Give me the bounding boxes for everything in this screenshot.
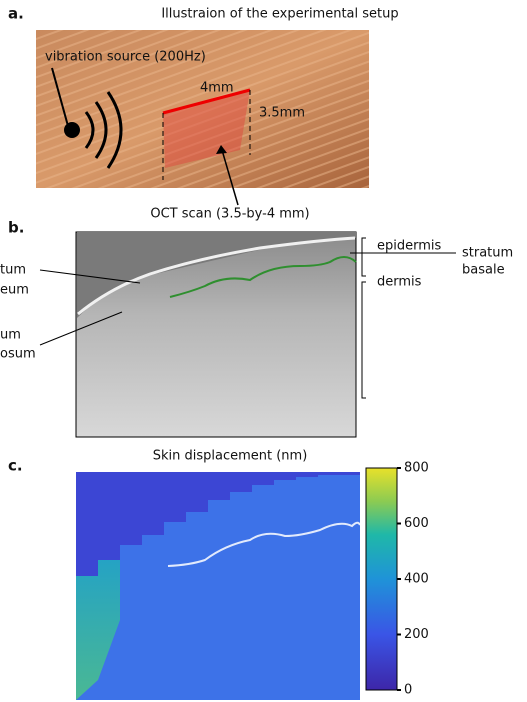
panel-title: OCT scan (3.5-by-4 mm) <box>150 207 309 222</box>
annotation: eum <box>0 283 29 298</box>
tick-label: 200 <box>404 627 429 642</box>
colorbar <box>365 467 398 691</box>
pointer <box>39 311 123 346</box>
panel-label: b. <box>8 219 24 237</box>
annotation: stratum <box>462 246 513 261</box>
panel-title: Skin displacement (nm) <box>153 449 308 464</box>
pointer <box>51 67 69 127</box>
basale-line <box>167 521 361 567</box>
arrow <box>221 149 239 206</box>
tick-label: 800 <box>404 461 429 476</box>
arrow-head <box>216 145 227 154</box>
panel-label: c. <box>8 457 23 475</box>
brackets <box>361 237 366 399</box>
annotation: osum <box>0 347 36 362</box>
speaker <box>64 122 80 138</box>
pointer <box>39 269 141 284</box>
annotation: epidermis <box>377 239 442 254</box>
tick-label: 0 <box>404 683 412 698</box>
annotation: 3.5mm <box>259 106 305 121</box>
annotation: dermis <box>377 275 422 290</box>
heatmap-region <box>76 475 360 700</box>
tick-label: 400 <box>404 572 429 587</box>
air <box>77 232 356 318</box>
photo-texture <box>36 30 369 188</box>
colorbar-ticks: 0 200 400 600 800 <box>397 461 429 698</box>
waves <box>84 91 123 169</box>
heatmap-region <box>76 560 120 700</box>
annotation: um <box>0 328 21 343</box>
tick-label: 600 <box>404 516 429 531</box>
annotation: tum <box>0 263 26 278</box>
annotation: 4mm <box>200 81 234 96</box>
basale-line <box>169 256 357 298</box>
panel-label: a. <box>8 5 24 23</box>
annotation: vibration source (200Hz) <box>45 50 206 65</box>
surface <box>77 236 356 316</box>
panel-title: Illustraion of the experimental setup <box>161 7 398 22</box>
annotation: basale <box>462 263 505 278</box>
scan-area <box>163 90 250 168</box>
scan-line <box>162 88 251 115</box>
